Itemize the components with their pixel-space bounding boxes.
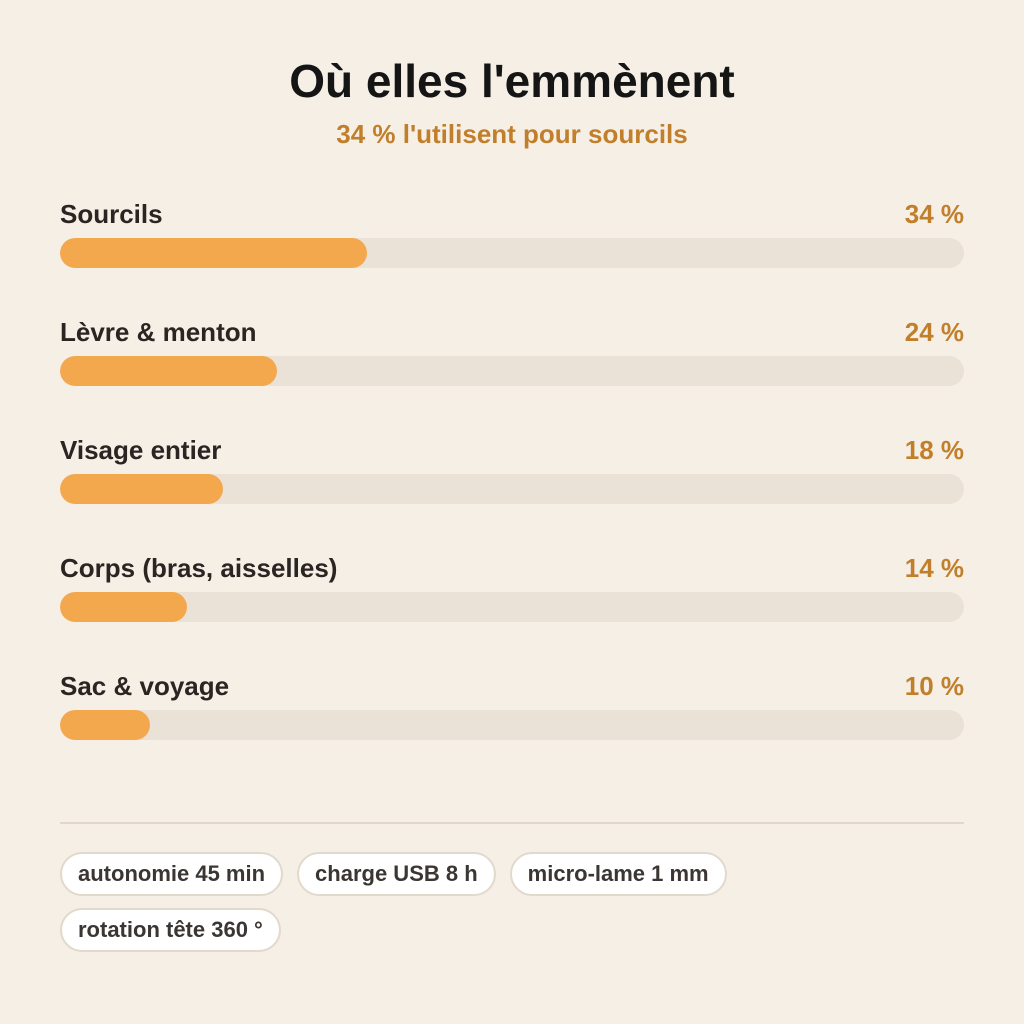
- bar-row: Sourcils 34 %: [60, 196, 964, 314]
- bar-row: Lèvre & menton 24 %: [60, 314, 964, 432]
- bar-value-label: 14 %: [904, 552, 964, 583]
- chart-subtitle: 34 % l'utilisent pour sourcils: [336, 119, 688, 149]
- bar-row-header: Sourcils 34 %: [60, 196, 964, 232]
- bar-label: Lèvre & menton: [60, 316, 257, 347]
- chart-title: Où elles l'emmènent: [289, 55, 735, 107]
- bar-label: Visage entier: [60, 434, 222, 465]
- bar-row: Corps (bras, aisselles) 14 %: [60, 550, 964, 668]
- bar-row-header: Corps (bras, aisselles) 14 %: [60, 550, 964, 586]
- bar-label: Sac & voyage: [60, 670, 230, 701]
- bar-track: [60, 356, 964, 386]
- bar-track: [60, 710, 964, 740]
- bar-fill: [60, 474, 223, 504]
- bar-list: Sourcils 34 % Lèvre & menton 24 % Visage ent…: [60, 196, 964, 786]
- spec-chip: micro-lame 1 mm: [509, 852, 727, 896]
- bar-track: [60, 474, 964, 504]
- bar-row-header: Lèvre & menton 24 %: [60, 314, 964, 350]
- bar-value-label: 10 %: [904, 670, 964, 701]
- bar-row-header: Visage entier 18 %: [60, 432, 964, 468]
- bar-fill: [60, 710, 151, 740]
- bar-label: Corps (bras, aisselles): [60, 552, 338, 583]
- spec-chip: autonomie 45 min: [60, 852, 284, 896]
- bar-label: Sourcils: [60, 198, 163, 229]
- spec-chip: rotation tête 360 °: [60, 908, 281, 952]
- bar-fill: [60, 592, 187, 622]
- divider: [60, 822, 964, 824]
- bar-track: [60, 592, 964, 622]
- bar-value-label: 24 %: [904, 316, 964, 347]
- bar-row: Visage entier 18 %: [60, 432, 964, 550]
- bar-value-label: 18 %: [904, 434, 964, 465]
- bar-fill: [60, 356, 277, 386]
- bar-track: [60, 238, 964, 268]
- bar-row: Sac & voyage 10 %: [60, 668, 964, 786]
- bar-row-header: Sac & voyage 10 %: [60, 668, 964, 704]
- spec-chips: autonomie 45 min charge USB 8 h micro-lame…: [60, 852, 780, 952]
- bar-value-label: 34 %: [904, 198, 964, 229]
- spec-chip: charge USB 8 h: [297, 852, 496, 896]
- bar-fill: [60, 238, 368, 268]
